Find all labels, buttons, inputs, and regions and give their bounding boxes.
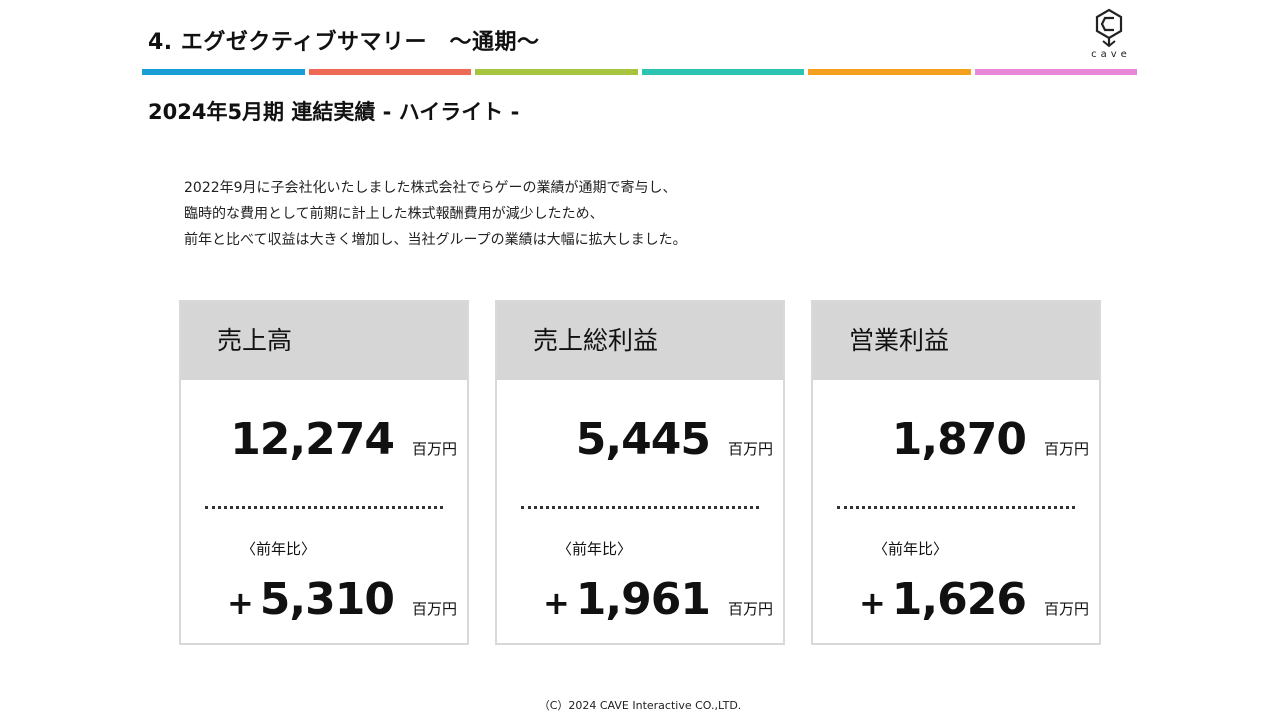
- diff-value: 1,626: [891, 574, 1027, 625]
- card-title: 売上総利益: [497, 302, 783, 380]
- metric-unit: 百万円: [1043, 440, 1089, 458]
- yoy-label: 〈前年比〉: [873, 540, 949, 558]
- yoy-label: 〈前年比〉: [557, 540, 633, 558]
- diff-sign: +: [542, 584, 570, 622]
- dotted-divider: [205, 506, 443, 509]
- color-segment: [641, 69, 804, 75]
- description-line: 前年と比べて収益は大きく増加し、当社グループの業績は大幅に拡大しました。: [184, 232, 687, 248]
- diff-unit: 百万円: [727, 600, 773, 618]
- color-segment: [808, 69, 971, 75]
- cave-logo-icon: [1095, 8, 1123, 48]
- diff-sign: +: [858, 584, 886, 622]
- diff-unit: 百万円: [411, 600, 457, 618]
- color-segment: [142, 69, 305, 75]
- yoy-label: 〈前年比〉: [241, 540, 317, 558]
- diff-unit: 百万円: [1043, 600, 1089, 618]
- value-row: 5,445 百万円: [576, 414, 773, 465]
- diff-row: +1,961 百万円: [543, 574, 773, 625]
- metric-value: 1,870: [891, 414, 1027, 465]
- page-subtitle: 2024年5月期 連結実績 - ハイライト -: [148, 100, 520, 124]
- card-operating-profit: 営業利益 1,870 百万円 〈前年比〉 +1,626 百万円: [811, 300, 1101, 645]
- card-gross-profit: 売上総利益 5,445 百万円 〈前年比〉 +1,961 百万円: [495, 300, 785, 645]
- metric-value: 5,445: [575, 414, 711, 465]
- metric-unit: 百万円: [727, 440, 773, 458]
- description: 2022年9月に子会社化いたしました株式会社でらゲーの業績が通期で寄与し、 臨時…: [184, 175, 687, 253]
- diff-value: 5,310: [259, 574, 395, 625]
- description-line: 2022年9月に子会社化いたしました株式会社でらゲーの業績が通期で寄与し、: [184, 180, 677, 196]
- card-title: 売上高: [181, 302, 467, 380]
- metric-value: 12,274: [230, 414, 395, 465]
- description-line: 臨時的な費用として前期に計上した株式報酬費用が減少したため、: [184, 206, 604, 222]
- logo-text: cave: [1091, 49, 1131, 60]
- color-bar: [142, 69, 1137, 75]
- diff-row: +1,626 百万円: [859, 574, 1089, 625]
- dotted-divider: [837, 506, 1075, 509]
- diff-value: 1,961: [575, 574, 711, 625]
- diff-row: +5,310 百万円: [227, 574, 457, 625]
- color-segment: [475, 69, 638, 75]
- value-row: 1,870 百万円: [892, 414, 1089, 465]
- metric-unit: 百万円: [411, 440, 457, 458]
- slide-title: 4. エグゼクティブサマリー 〜通期〜: [148, 30, 540, 55]
- diff-sign: +: [226, 584, 254, 622]
- copyright-footer: （C）2024 CAVE Interactive CO.,LTD.: [538, 699, 742, 712]
- color-segment: [974, 69, 1137, 75]
- cave-logo: cave: [1084, 8, 1134, 64]
- card-revenue: 売上高 12,274 百万円 〈前年比〉 +5,310 百万円: [179, 300, 469, 645]
- dotted-divider: [521, 506, 759, 509]
- color-segment: [308, 69, 471, 75]
- card-title: 営業利益: [813, 302, 1099, 380]
- value-row: 12,274 百万円: [230, 414, 457, 465]
